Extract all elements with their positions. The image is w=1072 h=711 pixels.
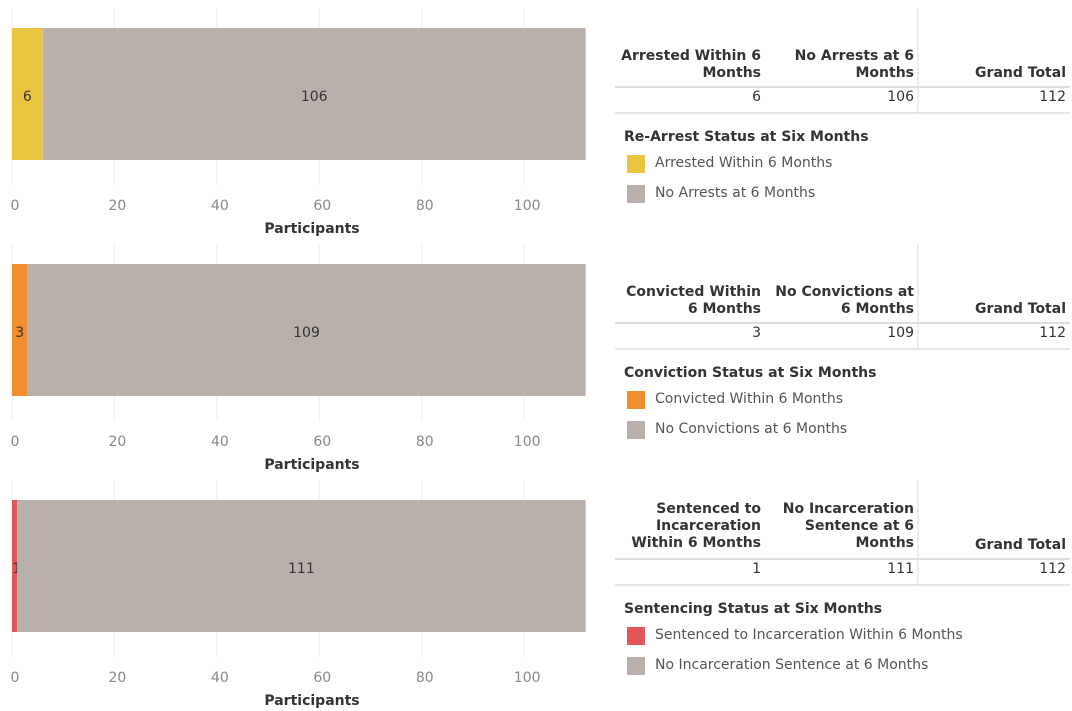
- legend-title: Sentencing Status at Six Months: [624, 601, 883, 617]
- x-tick-label: 40: [211, 670, 229, 686]
- table-header: Grand Total: [918, 238, 1066, 318]
- legend-swatch: [627, 657, 645, 675]
- table-value: 111: [887, 561, 914, 577]
- table-header: No Incarceration Sentence at 6 Months: [765, 474, 914, 552]
- bar-segment: [12, 28, 43, 160]
- bar-label: 109: [293, 325, 320, 341]
- bar-segment: [12, 500, 18, 632]
- legend-title: Re-Arrest Status at Six Months: [624, 129, 869, 145]
- x-tick-label: 80: [416, 198, 434, 214]
- legend-swatch: [627, 627, 645, 645]
- table-header: No Convictions at 6 Months: [765, 238, 914, 318]
- table-header: Grand Total: [918, 2, 1066, 82]
- x-tick-label: 100: [514, 198, 541, 214]
- header-text: Arrested Within 6 Months: [621, 48, 761, 81]
- bar-label: 3: [15, 325, 24, 341]
- table-header: No Arrests at 6 Months: [765, 2, 914, 82]
- x-tick-label: 80: [416, 670, 434, 686]
- table-header: Convicted Within 6 Months: [615, 238, 761, 318]
- x-tick-label: 0: [11, 434, 20, 450]
- x-tick-label: 40: [211, 198, 229, 214]
- header-text: No Incarceration Sentence at 6 Months: [782, 501, 914, 551]
- legend-title: Conviction Status at Six Months: [624, 365, 877, 381]
- bar-label: 1: [13, 561, 22, 577]
- legend-entry: No Incarceration Sentence at 6 Months: [655, 657, 929, 673]
- table-value: 6: [752, 89, 761, 105]
- x-tick-label: 20: [109, 198, 127, 214]
- legend-entry: Sentenced to Incarceration Within 6 Mont…: [655, 627, 963, 643]
- legend-swatch: [627, 421, 645, 439]
- x-axis-label: Participants: [264, 693, 359, 709]
- table-header: Grand Total: [918, 474, 1066, 554]
- table-header: Arrested Within 6 Months: [615, 2, 761, 82]
- legend-entry: Arrested Within 6 Months: [655, 155, 833, 171]
- table-value: 106: [887, 89, 914, 105]
- table-value: 112: [1039, 89, 1066, 105]
- x-tick-label: 40: [211, 434, 229, 450]
- x-tick-label: 80: [416, 434, 434, 450]
- legend-entry: No Arrests at 6 Months: [655, 185, 816, 201]
- legend-swatch: [627, 155, 645, 173]
- table-value: 3: [752, 325, 761, 341]
- x-tick-label: 20: [109, 434, 127, 450]
- x-tick-label: 60: [313, 670, 331, 686]
- x-tick-label: 0: [11, 670, 20, 686]
- x-tick-label: 60: [313, 198, 331, 214]
- bar-segment: [27, 264, 586, 396]
- table-value: 112: [1039, 561, 1066, 577]
- legend-swatch: [627, 391, 645, 409]
- x-axis-label: Participants: [264, 221, 359, 237]
- bar-segment: [17, 500, 586, 632]
- header-text: Grand Total: [975, 65, 1066, 81]
- bar-segment: [42, 28, 586, 160]
- table-header: Sentenced to Incarceration Within 6 Mont…: [615, 474, 761, 552]
- header-text: No Arrests at 6 Months: [794, 48, 914, 81]
- x-axis-label: Participants: [264, 457, 359, 473]
- x-tick-label: 20: [109, 670, 127, 686]
- legend-swatch: [627, 185, 645, 203]
- x-tick-label: 100: [514, 434, 541, 450]
- bar-segment: [12, 264, 28, 396]
- header-text: Grand Total: [975, 301, 1066, 317]
- table-value: 1: [752, 561, 761, 577]
- x-tick-label: 60: [313, 434, 331, 450]
- bar-label: 6: [23, 89, 32, 105]
- x-tick-label: 100: [514, 670, 541, 686]
- header-text: Sentenced to Incarceration Within 6 Mont…: [631, 501, 761, 551]
- x-tick-label: 0: [11, 198, 20, 214]
- header-text: Convicted Within 6 Months: [626, 284, 761, 317]
- table-value: 109: [887, 325, 914, 341]
- table-value: 112: [1039, 325, 1066, 341]
- header-text: Grand Total: [975, 537, 1066, 553]
- bar-label: 106: [301, 89, 328, 105]
- header-text: No Convictions at 6 Months: [775, 284, 914, 317]
- bar-label: 111: [288, 561, 315, 577]
- legend-entry: Convicted Within 6 Months: [655, 391, 844, 407]
- legend-entry: No Convictions at 6 Months: [655, 421, 848, 437]
